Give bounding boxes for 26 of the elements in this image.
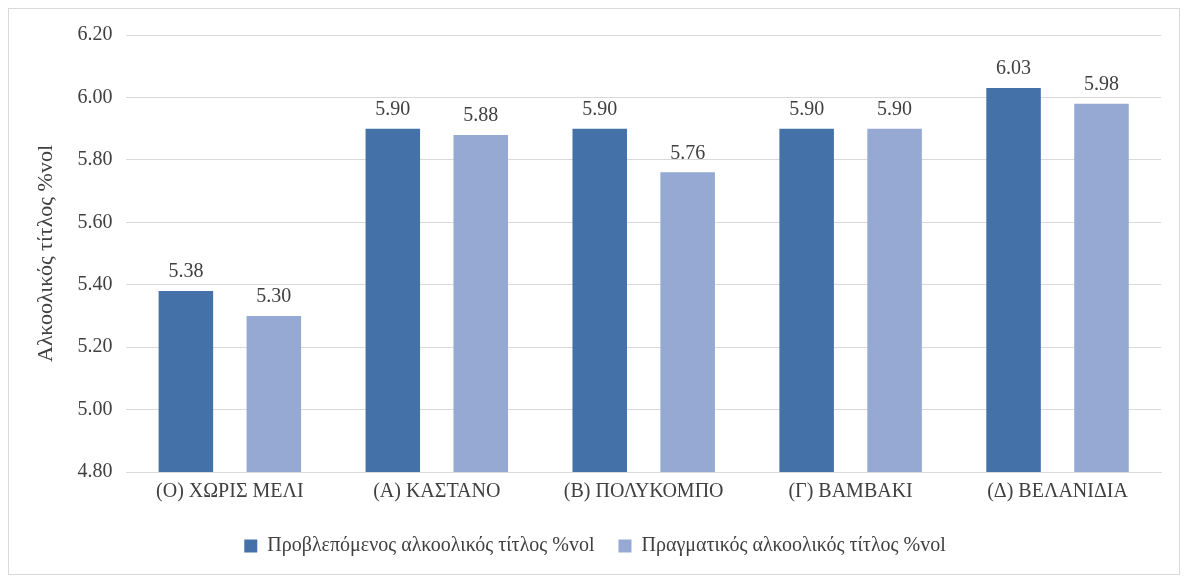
data-label: 5.90: [789, 96, 825, 119]
data-label: 5.90: [877, 96, 913, 119]
y-tick-label: 6.20: [77, 22, 113, 45]
data-label: 5.90: [375, 96, 411, 119]
x-tick-label: (Δ) ΒΕΛΑΝΙΔΙΑ: [987, 479, 1129, 503]
x-tick-label: (Β) ΠΟΛΥΚΟΜΠΟ: [563, 479, 724, 503]
x-tick-label: (Α) ΚΑΣΤΑΝΟ: [373, 479, 501, 503]
y-tick-label: 5.60: [77, 209, 113, 232]
data-label: 5.98: [1084, 71, 1120, 94]
y-tick-label: 5.20: [77, 334, 113, 357]
x-tick-label: (Ο) ΧΩΡΙΣ ΜΕΛΙ: [156, 479, 304, 503]
data-label: 5.90: [582, 96, 618, 119]
x-tick-label: (Γ) ΒΑΜΒΑΚΙ: [788, 479, 913, 503]
y-tick-label: 6.00: [77, 84, 113, 107]
data-label: 5.38: [168, 259, 204, 282]
legend-label: Πραγματικός αλκοολικός τίτλος %vol: [641, 533, 947, 557]
data-label: 5.76: [670, 140, 706, 163]
y-tick-label: 5.40: [77, 271, 113, 294]
legend-label: Προβλεπόμενος αλκοολικός τίτλος %vol: [267, 533, 595, 557]
data-label: 5.88: [463, 103, 499, 126]
y-tick-label: 4.80: [77, 459, 113, 482]
y-tick-label: 5.80: [77, 147, 113, 170]
y-tick-label: 5.00: [77, 396, 113, 419]
y-axis-title: Αλκοολικός τίτλος %vol: [31, 144, 57, 363]
data-label: 5.30: [256, 284, 292, 307]
data-label: 6.03: [996, 56, 1032, 79]
